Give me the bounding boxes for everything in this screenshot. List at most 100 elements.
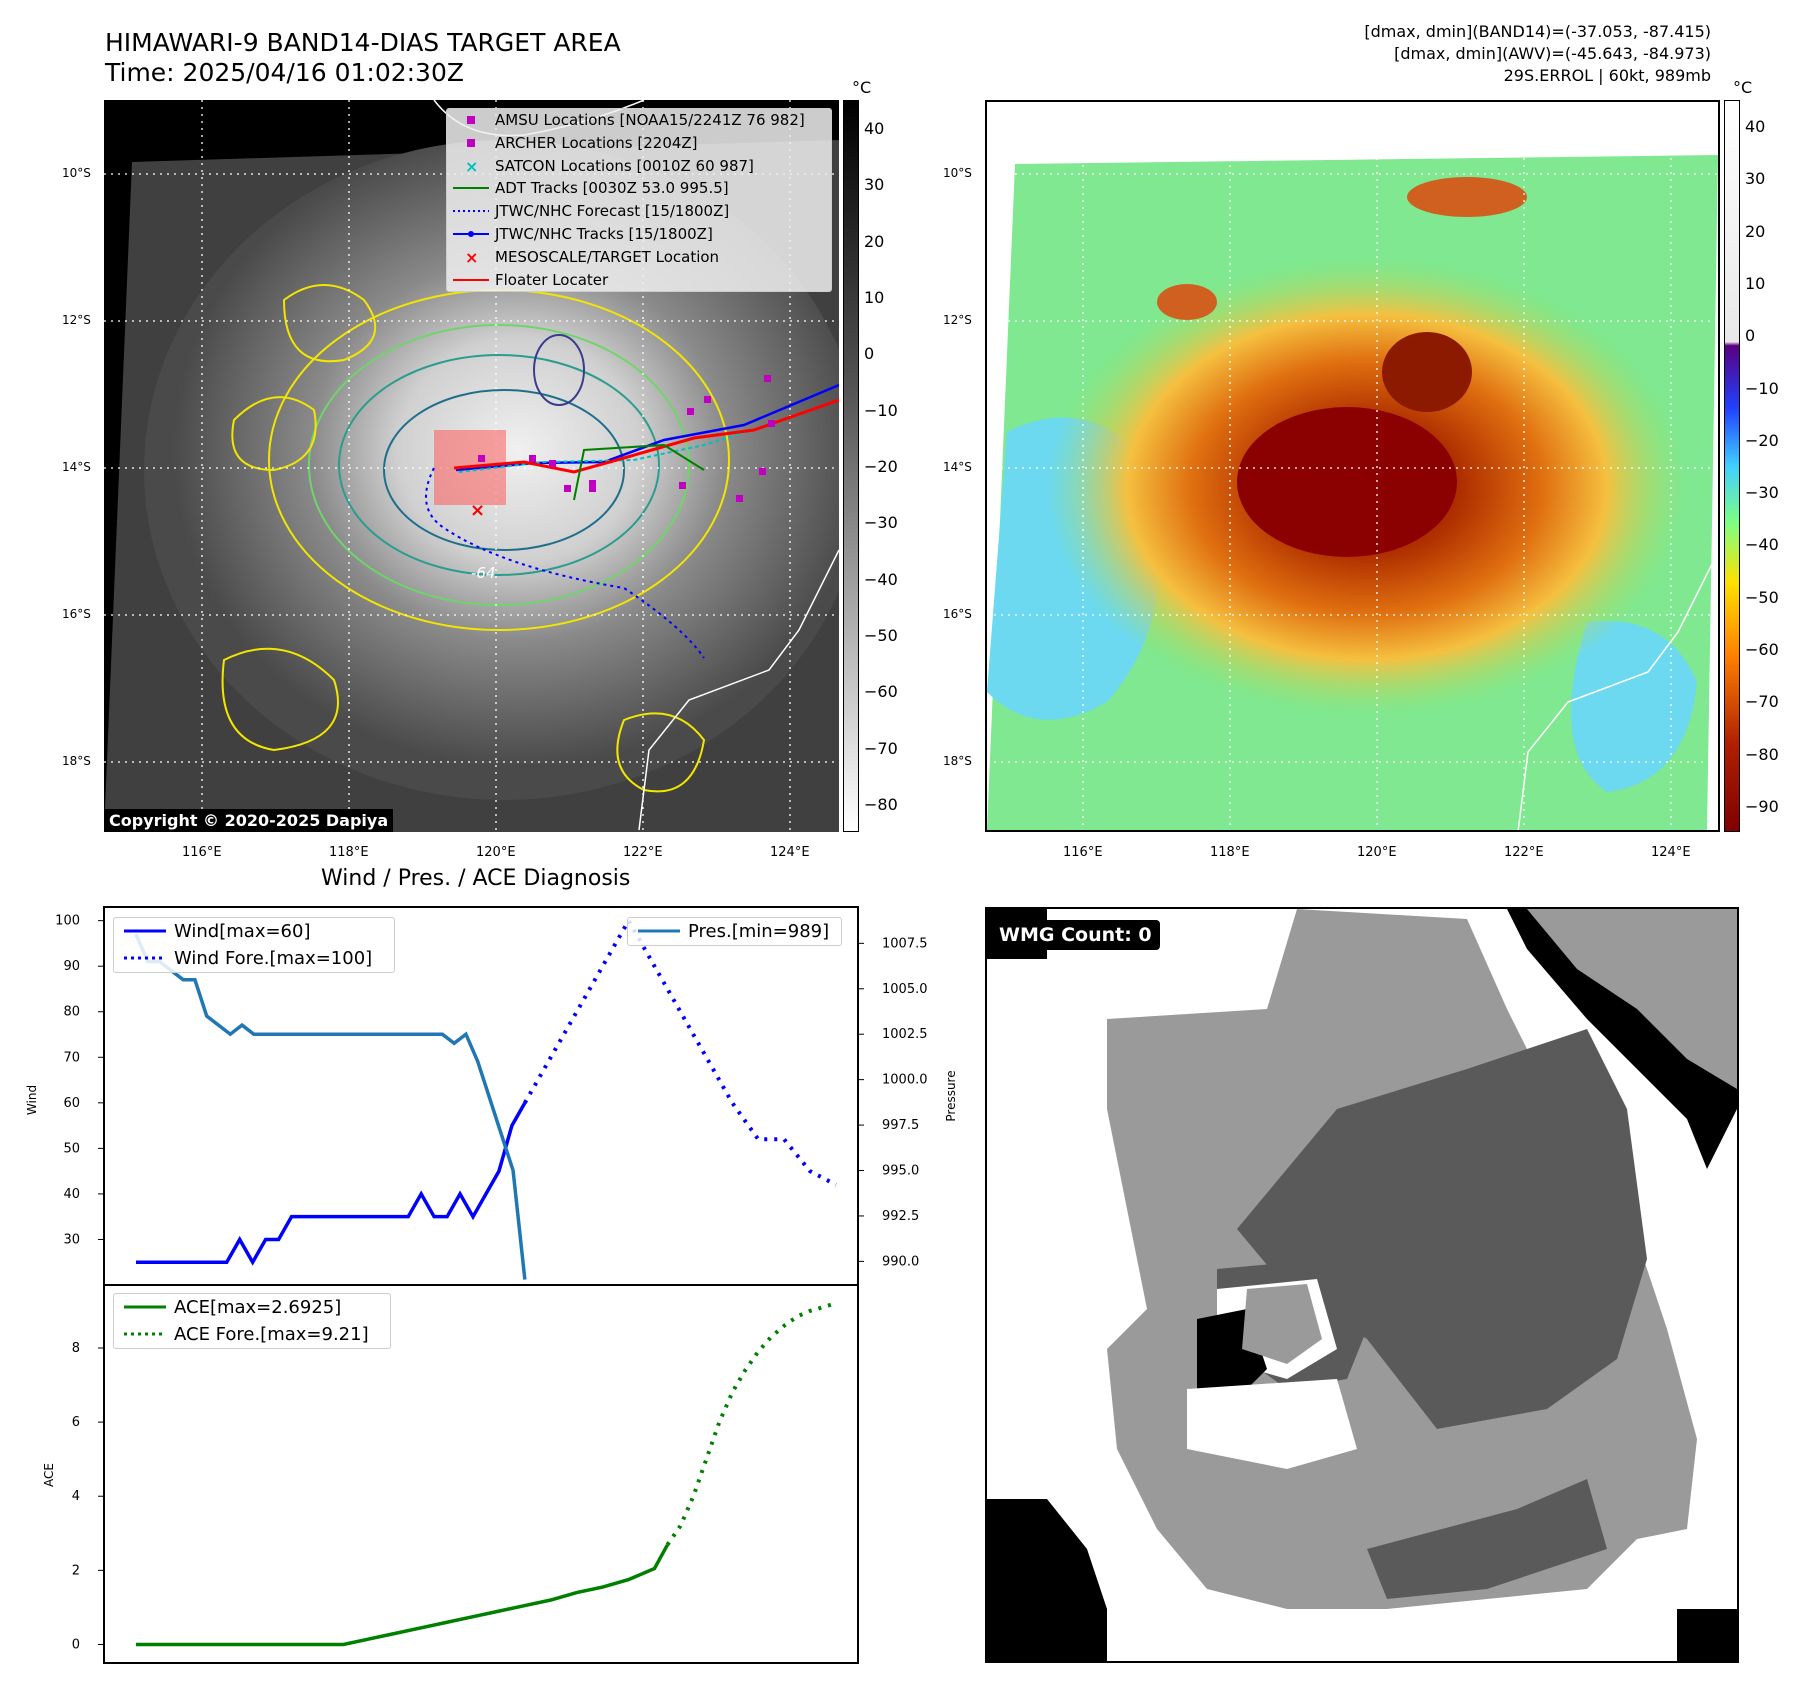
colorbar-left-tick-7: −30: [864, 513, 898, 533]
pres-ytick-label: 995.0: [882, 1164, 919, 1179]
wmg-count-label: WMG Count: 0: [991, 920, 1160, 950]
lon-label-118e: 118°E: [329, 845, 369, 860]
pressure-legend: Pres.[min=989]: [627, 917, 842, 946]
jtwc-track: [455, 383, 839, 472]
colorbar-right-tick-1: 30: [1745, 169, 1766, 189]
wind-ytick-label: 70: [63, 1050, 80, 1065]
pres-ytick-label: 990.0: [882, 1254, 919, 1269]
colorbar-left-tick-8: −40: [864, 569, 898, 589]
lat-label-12s: 12°S: [62, 313, 91, 327]
colorbar-right: [1724, 100, 1740, 832]
info-line1: [dmax, dmin](BAND14)=(-37.053, -87.415): [1364, 22, 1711, 41]
legend-satcon: × SATCON Locations [0010Z 60 987]: [465, 156, 754, 176]
colorbar-right-tick-8: −40: [1745, 535, 1779, 555]
colorbar-left-unit: °C: [852, 78, 872, 97]
map-title-line1: HIMAWARI-9 BAND14-DIAS TARGET AREA: [105, 28, 621, 57]
pres-ytick-label: 992.5: [882, 1209, 919, 1224]
colorbar-left: [843, 100, 859, 832]
colorbar-left-tick-12: −80: [864, 794, 898, 814]
colorbar-left-tick-3: 10: [864, 288, 885, 308]
colorbar-right-tick-10: −60: [1745, 640, 1779, 659]
lat-label-16s: 16°S: [62, 607, 91, 621]
colorbar-right-tick-9: −50: [1745, 587, 1779, 607]
legend-ace: ACE[max=2.6925]: [124, 1297, 342, 1318]
legend-jtwc-forecast: JTWC/NHC Forecast [15/1800Z]: [453, 202, 730, 221]
pres-ytick-label: 1002.5: [882, 1027, 928, 1042]
wind-ytick-label: 50: [63, 1141, 80, 1156]
awv-map: [987, 102, 1718, 830]
contour-label: -64: [471, 564, 496, 582]
colorbar-left-tick-11: −70: [864, 738, 898, 758]
legend-archer: ARCHER Locations [2204Z]: [447, 132, 831, 155]
colorbar-left-tick-5: −10: [864, 400, 898, 420]
legend-jtwc-tracks: JTWC/NHC Tracks [15/1800Z]: [447, 223, 831, 246]
ace-ytick-label: 8: [72, 1341, 80, 1356]
colorbar-right-tick-4: 0: [1745, 326, 1756, 346]
amsu-markers: [478, 375, 775, 502]
legend-amsu: AMSU Locations [NOAA15/2241Z 76 982]: [447, 109, 831, 132]
legend-floater: Floater Locater: [453, 270, 609, 289]
colorbar-right-tick-2: 20: [1745, 221, 1766, 241]
svg-text:×: ×: [465, 157, 478, 176]
wind-ytick-label: 40: [63, 1187, 80, 1202]
r-lat-label-10s: 10°S: [943, 166, 972, 180]
ace-ytick-label: 6: [72, 1415, 80, 1430]
colorbar-left-tick-6: −20: [864, 457, 898, 476]
satcon-track: [458, 419, 785, 473]
diag-title: Wind / Pres. / ACE Diagnosis: [321, 866, 631, 891]
r-lon-label-118e: 118°E: [1210, 845, 1250, 860]
ace-series-line: [136, 1543, 669, 1647]
ace-ytick-label: 2: [72, 1563, 80, 1578]
colorbar-right-tick-6: −20: [1745, 430, 1779, 450]
wind-ytick-label: 100: [55, 914, 80, 929]
colorbar-left-tick-1: 30: [864, 175, 885, 195]
wind-ytick-label: 80: [63, 1005, 80, 1020]
r-lat-label-16s: 16°S: [943, 607, 972, 621]
colorbar-right-tick-12: −80: [1745, 744, 1779, 764]
wmg-grid: [987, 909, 1737, 1661]
ace-ytick-label: 4: [72, 1489, 80, 1504]
map-legend: AMSU Locations [NOAA15/2241Z 76 982] ARC…: [446, 108, 832, 293]
lon-label-120e: 120°E: [476, 845, 516, 860]
r-lat-label-18s: 18°S: [943, 754, 972, 768]
lat-label-14s: 14°S: [62, 460, 91, 474]
ace-ylabel: ACE: [42, 1463, 56, 1487]
legend-wind-fore: Wind Fore.[max=100]: [124, 948, 373, 969]
map-title-line2: Time: 2025/04/16 01:02:30Z: [105, 58, 464, 87]
colorbar-left-tick-4: 0: [864, 344, 875, 364]
wind-ytick-label: 30: [63, 1232, 80, 1247]
r-lat-label-12s: 12°S: [943, 313, 972, 327]
lat-label-18s: 18°S: [62, 754, 91, 768]
legend-ace-fore: ACE Fore.[max=9.21]: [124, 1324, 369, 1345]
wind-series-line: [136, 1101, 527, 1266]
legend-adt: ADT Tracks [0030Z 53.0 995.5]: [453, 179, 729, 198]
r-lon-label-120e: 120°E: [1357, 845, 1397, 860]
colorbar-right-unit: °C: [1733, 78, 1753, 97]
r-lat-label-14s: 14°S: [943, 460, 972, 474]
r-lon-label-116e: 116°E: [1063, 845, 1103, 860]
legend-target: × MESOSCALE/TARGET Location: [465, 247, 720, 267]
r-lon-label-122e: 122°E: [1504, 845, 1544, 860]
colorbar-right-tick-5: −10: [1745, 378, 1779, 398]
colorbar-left-tick-10: −60: [864, 682, 898, 702]
info-line2: [dmax, dmin](AWV)=(-45.643, -84.973): [1394, 44, 1711, 63]
pressure-ylabel: Pressure: [944, 1070, 958, 1121]
colorbar-right-tick-3: 10: [1745, 274, 1766, 293]
wind-forecast-line: [523, 916, 837, 1187]
wind-legend: Wind[max=60] Wind Fore.[max=100]: [113, 917, 395, 973]
target-marker: ×: [470, 500, 485, 521]
pres-ytick-label: 997.5: [882, 1118, 919, 1133]
wmg-panel: [985, 907, 1739, 1663]
lon-label-116e: 116°E: [182, 845, 222, 860]
colorbar-right-tick-0: 40: [1745, 117, 1766, 137]
lon-label-122e: 122°E: [623, 845, 663, 860]
lon-label-124e: 124°E: [770, 845, 810, 860]
pres-ytick-label: 1005.0: [882, 982, 928, 997]
colorbar-right-tick-7: −30: [1745, 483, 1779, 503]
colorbar-right-tick-13: −90: [1745, 796, 1779, 816]
forecast-track: [425, 467, 705, 659]
copyright-label: Copyright © 2020-2025 Dapiya: [104, 809, 394, 832]
colorbar-left-tick-0: 40: [864, 119, 885, 139]
ace-forecast-line: [665, 1301, 837, 1546]
ace-legend: ACE[max=2.6925] ACE Fore.[max=9.21]: [113, 1293, 391, 1349]
